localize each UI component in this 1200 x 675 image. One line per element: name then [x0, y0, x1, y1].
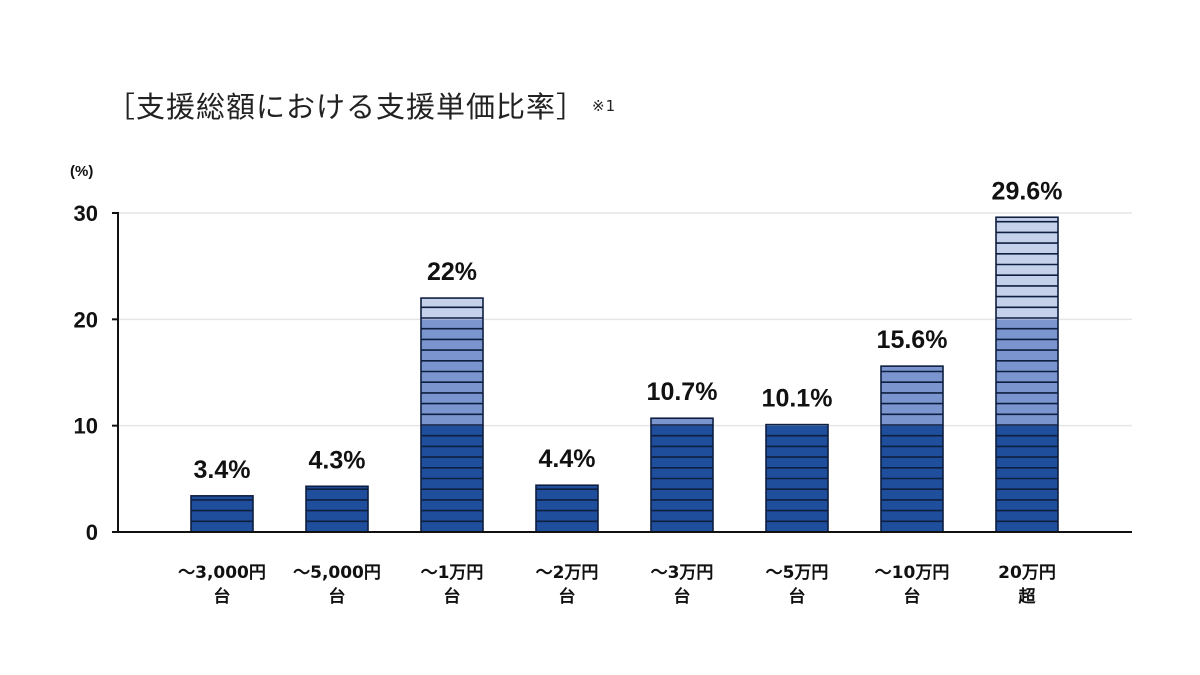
axes-group	[112, 212, 1132, 533]
chart-title-note: ※1	[592, 97, 617, 115]
x-category-label: 超	[1019, 586, 1037, 607]
x-category-label: 台	[904, 586, 921, 607]
bar	[190, 495, 254, 533]
x-category-label: ～5万円	[766, 563, 829, 583]
y-tick-label: 0	[86, 520, 98, 545]
y-axis-unit-label: (%)	[70, 163, 93, 180]
bar-segment	[536, 485, 598, 532]
x-category-label: 台	[789, 586, 806, 607]
gridlines	[118, 212, 1132, 427]
x-category-label: 台	[214, 586, 231, 607]
x-category-label: ～1万円	[421, 563, 484, 583]
chart-title-text: ［支援総額における支援単価比率］	[106, 90, 587, 124]
bar-value-label: 10.1%	[762, 385, 833, 413]
bar	[880, 365, 944, 533]
bar-value-label: 10.7%	[647, 378, 718, 406]
bar-segment	[881, 366, 943, 426]
bar-segment	[421, 319, 483, 426]
bar-segment	[421, 298, 483, 320]
x-category-label: 台	[329, 586, 346, 607]
x-category-label: ～5,000円	[293, 563, 381, 583]
y-tick-label: 20	[74, 307, 98, 332]
bar	[650, 417, 714, 533]
bar-segment	[191, 495, 253, 532]
x-category-label: ～2万円	[536, 563, 599, 583]
bar-value-label: 4.4%	[539, 445, 596, 473]
x-category-label: ～3,000円	[178, 563, 266, 583]
bar-segment	[651, 418, 713, 426]
bar-value-label: 4.3%	[309, 446, 366, 474]
bar	[420, 297, 484, 533]
bar	[535, 484, 599, 533]
y-tick-label: 30	[74, 201, 98, 226]
bar-value-label: 3.4%	[194, 456, 251, 484]
bar-segment	[306, 486, 368, 532]
bar	[305, 485, 369, 533]
labels-group: 0102030(%)3.4%～3,000円台4.3%～5,000円台22%～1万…	[70, 163, 1062, 607]
y-tick-label: 10	[74, 414, 98, 439]
x-category-label: ～3万円	[651, 563, 714, 583]
x-category-label: 台	[559, 586, 576, 607]
chart-title: ［支援総額における支援単価比率］ ※1	[106, 84, 616, 126]
x-category-label: 台	[444, 586, 461, 607]
bar-segment	[996, 217, 1058, 320]
bar-value-label: 15.6%	[877, 326, 948, 354]
bars-group	[190, 216, 1059, 533]
x-category-label: 台	[674, 586, 691, 607]
bar	[765, 423, 829, 533]
x-category-label: ～10万円	[875, 563, 950, 583]
bar-segment	[996, 319, 1058, 426]
x-category-label: 20万円	[998, 563, 1056, 583]
bar-value-label: 29.6%	[992, 177, 1063, 205]
bar-value-label: 22%	[427, 258, 477, 286]
bar	[995, 216, 1059, 533]
